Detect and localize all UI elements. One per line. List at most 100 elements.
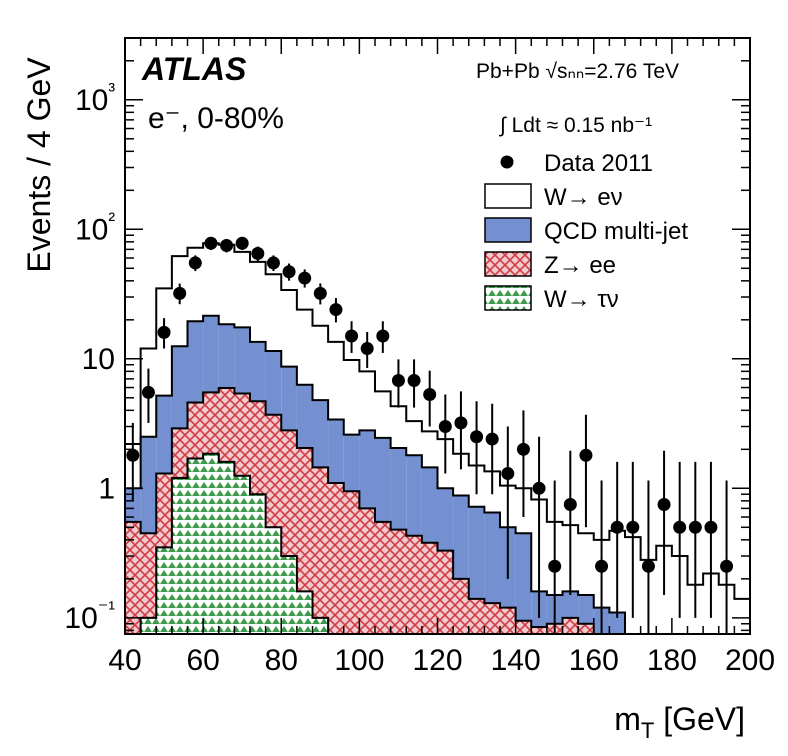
data-point [470,430,484,444]
x-tick-label: 40 [108,644,141,677]
x-tick-label: 80 [265,644,298,677]
y-tick-label: 10² [75,209,115,246]
z-ee-bin [406,535,422,634]
channel-label: e⁻, 0-80% [148,102,284,135]
z-ee-bin [421,542,438,634]
y-tick-label: 10³ [75,80,115,117]
y-tick-label: 1 [98,472,115,505]
w-taunu-bin [171,478,188,634]
x-tick-label: 200 [725,644,775,677]
z-ee-bin [484,603,500,634]
data-point [641,559,655,573]
data-point [376,329,390,343]
x-tick-labels: 40 60 80 100 120 140 160 180 200 [108,644,775,677]
w-taunu-bin [203,453,219,634]
data-point [298,271,312,285]
legend-item-data: Data 2011 [500,150,653,177]
qcd-bin [468,506,485,634]
data-point [704,520,718,534]
w-taunu-bin [218,461,235,634]
w-taunu-bin [265,527,282,634]
data-point [501,467,515,481]
qcd-outline [125,314,658,634]
w-taunu-bin [234,475,250,634]
data-point [188,256,202,270]
w-taunu-bin [281,556,297,634]
x-tick-label: 140 [491,644,541,677]
z-ee-bin [562,617,579,634]
data-point [688,520,702,534]
z-ee-bin [578,623,594,634]
qcd-bin [703,638,719,664]
x-tick-label: 160 [569,644,619,677]
z-ee-bin [375,521,391,634]
y-axis-title: Events / 4 GeV [21,57,57,273]
data-point [204,236,218,250]
data-point [579,448,593,462]
z-ee-bin [453,578,469,634]
data-point [563,497,577,511]
legend: Data 2011 W→ eν QCD multi-jet Z→ ee W→ τν [484,150,688,313]
legend-marker [500,155,514,169]
legend-label: W→ eν [544,184,623,211]
data-point [345,329,359,343]
data-point [720,559,734,573]
y-tick-labels: 10⁻¹ 1 10 10² 10³ [64,80,115,635]
data-point [126,448,140,462]
w-taunu-bin [296,591,313,634]
legend-label: Data 2011 [544,150,653,177]
legend-swatch [484,251,532,277]
x-tick-label: 120 [412,644,462,677]
w-taunu-bin [187,458,204,634]
atlas-label: ATLAS [141,51,247,87]
legend-swatch [484,285,532,311]
data-point [407,373,421,387]
w-taunu-outline [139,452,345,634]
data-point [157,325,171,339]
data-point [673,520,687,534]
qcd-bin [515,533,532,634]
data-point [266,256,280,270]
z-ee-bin [500,607,516,634]
legend-label: W→ τν [544,286,619,313]
w-taunu-bin [250,494,266,634]
axis-ticks [124,37,751,634]
data-point [360,342,374,356]
legend-item-wenu: W→ eν [484,183,623,211]
data-point [610,520,624,534]
w-enu-bin [734,598,750,634]
data-point [595,559,609,573]
x-tick-label: 100 [334,644,384,677]
y-tick-label: 10 [82,343,115,376]
z-ee-bin [390,529,407,634]
data-point [329,303,343,317]
z-ee-bin [125,521,141,634]
z-ee-bin [296,447,313,634]
data-point [220,238,234,252]
z-ee-bin [515,620,532,634]
legend-label: Z→ ee [544,252,616,279]
data-point [173,286,187,300]
qcd-bin [484,512,500,634]
data-point [423,388,437,402]
qcd-bin [625,634,641,664]
data-point [454,416,468,430]
data-point [282,265,296,279]
data-point [516,442,530,456]
z-ee-bin [437,550,454,634]
w-taunu-bin [140,617,157,634]
luminosity-label: ∫ Ldt ≈ 0.15 nb⁻¹ [499,114,652,137]
qcd-bin [609,612,625,634]
legend-swatch [484,217,532,243]
z-ee-bin [531,626,547,634]
x-axis-title: mT [GeV] [614,701,745,743]
legend-swatch [484,183,532,209]
x-tick-label: 180 [647,644,697,677]
data-point [485,432,499,446]
data-point [657,497,671,511]
data-point [626,520,640,534]
data-point [391,373,405,387]
z-ee-bin [359,508,375,634]
data-point [141,385,155,399]
